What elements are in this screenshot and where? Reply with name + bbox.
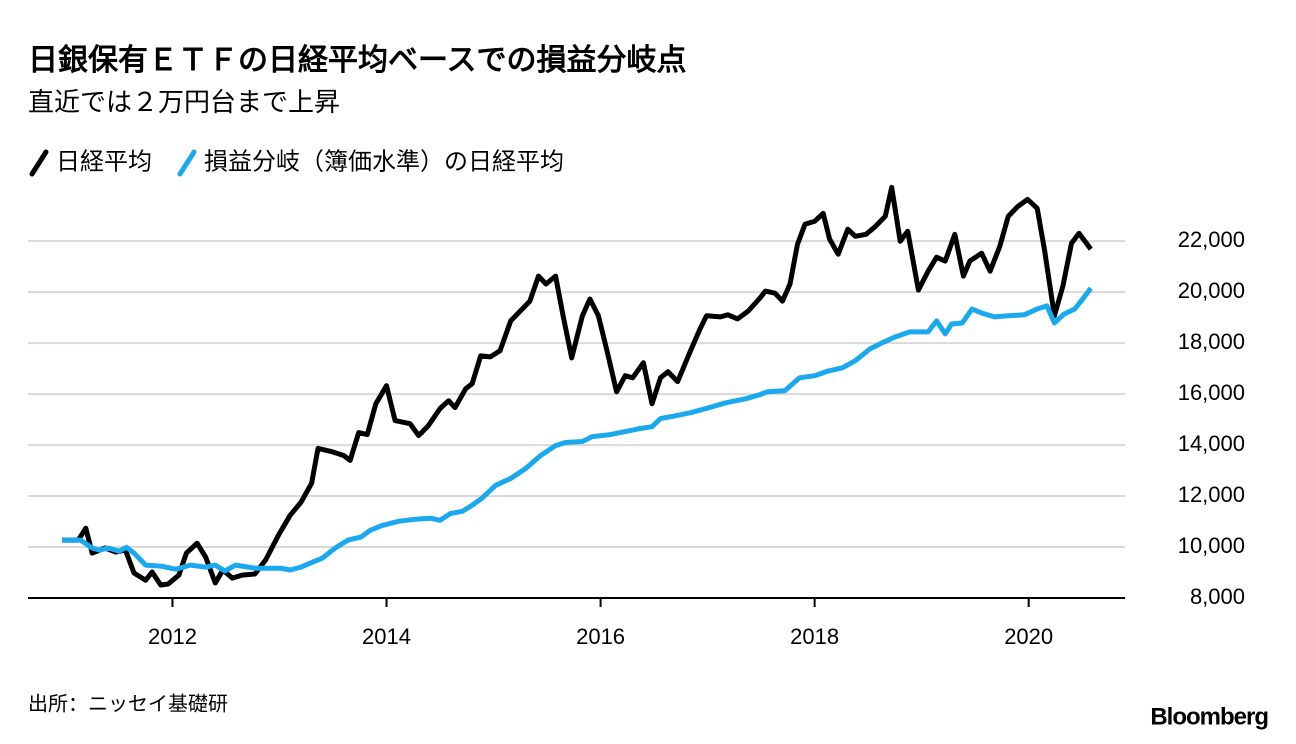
y-tick-label: 10,000 xyxy=(1178,533,1245,558)
x-tick-label: 2018 xyxy=(790,624,839,649)
source: 出所：ニッセイ基礎研 xyxy=(28,692,228,715)
line-series xyxy=(62,184,1093,588)
y-tick-label: 18,000 xyxy=(1178,329,1245,354)
y-tick-label: 20,000 xyxy=(1178,278,1245,303)
brand: Bloomberg xyxy=(1150,703,1268,730)
y-tick-label: 8,000 xyxy=(1190,584,1245,609)
y-tick-label: 14,000 xyxy=(1178,431,1245,456)
x-tick-label: 2014 xyxy=(362,624,411,649)
legend-swatch xyxy=(177,149,197,177)
line-series xyxy=(62,286,1093,574)
x-tick-label: 2016 xyxy=(576,624,625,649)
legend-swatch xyxy=(29,149,49,177)
chart-title: 日銀保有ＥＴＦの日経平均ベースでの損益分岐点 xyxy=(28,43,687,77)
y-tick-label: 16,000 xyxy=(1178,380,1245,405)
chart-subtitle: 直近では２万円台まで上昇 xyxy=(28,87,340,117)
legend-label: 損益分岐（簿価水準）の日経平均 xyxy=(204,148,564,175)
x-tick-label: 2012 xyxy=(148,624,197,649)
legend-label: 日経平均 xyxy=(56,148,152,175)
x-tick-label: 2020 xyxy=(1004,624,1053,649)
y-tick-label: 12,000 xyxy=(1178,482,1245,507)
y-tick-label: 22,000 xyxy=(1178,227,1245,252)
